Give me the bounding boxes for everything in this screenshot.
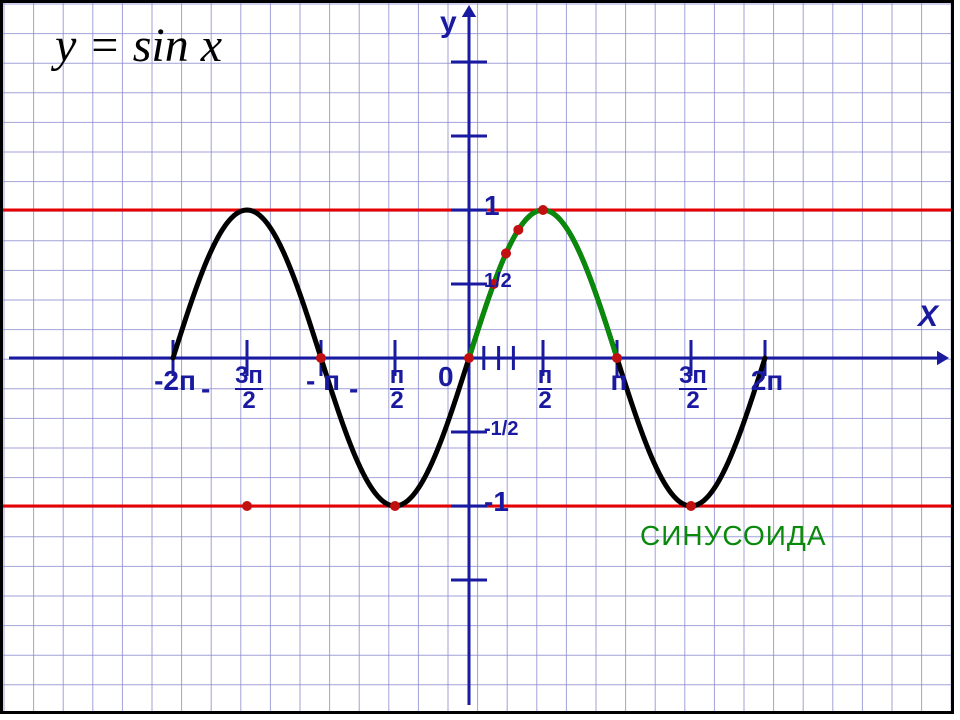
sine-chart — [3, 3, 951, 711]
x-tick-label: 2п — [737, 365, 797, 397]
y-tick-label: -1 — [484, 486, 509, 518]
y-tick-label: -1/2 — [484, 418, 518, 441]
x-tick-label: -п2 — [367, 365, 427, 413]
y-tick-label: 1 — [484, 190, 500, 222]
x-tick-label: - п — [293, 365, 353, 397]
y-axis-name: y — [440, 6, 457, 40]
formula-text: y = sin x — [55, 19, 222, 72]
x-tick-label: -2п — [145, 365, 205, 397]
origin-label: 0 — [438, 361, 454, 393]
x-tick-label: п — [589, 365, 649, 397]
y-tick-label: 1/2 — [484, 270, 512, 293]
x-tick-label: 3п2 — [663, 365, 723, 413]
x-axis-name: X — [918, 300, 938, 334]
sinusoid-label: СИНУСОИДА — [640, 520, 827, 552]
formula-label: y = sin x — [55, 18, 222, 73]
x-tick-label: -3п2 — [219, 365, 279, 413]
x-tick-label: п2 — [515, 365, 575, 413]
